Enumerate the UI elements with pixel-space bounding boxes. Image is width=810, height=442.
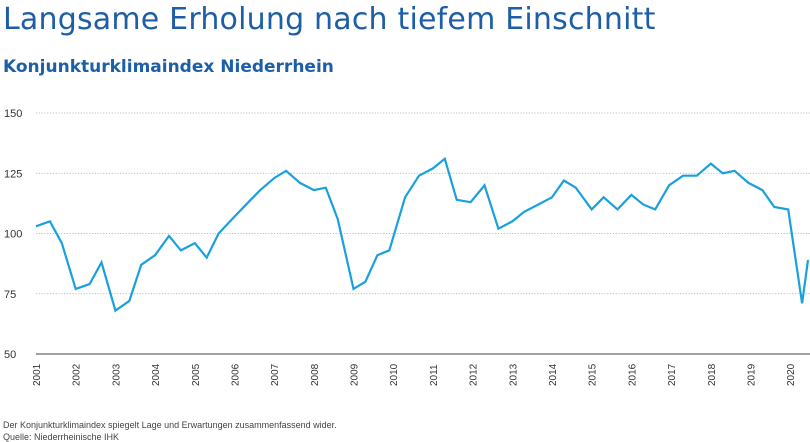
x-tick-label: 2016 [627, 363, 638, 386]
x-tick-label: 2013 [508, 363, 519, 386]
x-tick-label: 2015 [588, 363, 599, 386]
y-tick-label: 150 [4, 108, 22, 120]
gridlines [36, 112, 810, 355]
y-tick-label: 75 [4, 289, 16, 301]
x-tick-label: 2004 [151, 363, 162, 386]
x-tick-label: 2008 [310, 363, 321, 386]
chart-source: Quelle: Niederrheinische IHK [3, 432, 120, 442]
y-tick-label: 125 [4, 168, 22, 180]
series-layer [35, 156, 810, 313]
x-tick-label: 2020 [786, 363, 797, 386]
x-tick-label: 2006 [230, 363, 241, 386]
y-axis-tick-labels: 50 75 100 125 150 [4, 108, 22, 361]
x-tick-label: 2011 [429, 364, 440, 386]
series-line [35, 156, 810, 313]
x-tick-label: 2012 [469, 363, 480, 386]
x-tick-label: 2001 [32, 363, 43, 386]
x-tick-label: 2005 [191, 363, 202, 386]
x-tick-label: 2002 [72, 363, 83, 386]
x-tick-label: 2007 [270, 363, 281, 386]
y-tick-label: 100 [4, 229, 22, 241]
x-tick-label: 2009 [350, 363, 361, 386]
chart-subtitle: Konjunkturklimaindex Niederrhein [3, 57, 334, 77]
y-tick-label: 50 [4, 349, 16, 361]
x-tick-label: 2010 [389, 363, 400, 386]
x-tick-label: 2017 [667, 363, 678, 386]
x-tick-label: 2018 [707, 363, 718, 386]
chart-title: Langsame Erholung nach tiefem Einschnitt [3, 2, 656, 37]
chart-footnote: Der Konjunkturklimaindex spiegelt Lage u… [3, 420, 337, 430]
x-tick-label: 2019 [746, 363, 757, 386]
x-tick-label: 2003 [111, 363, 122, 386]
x-tick-label: 2014 [548, 363, 559, 386]
x-axis-tick-labels: 2001 2002 2003 2004 2005 2006 2007 2008 2009 2010… [32, 363, 797, 386]
